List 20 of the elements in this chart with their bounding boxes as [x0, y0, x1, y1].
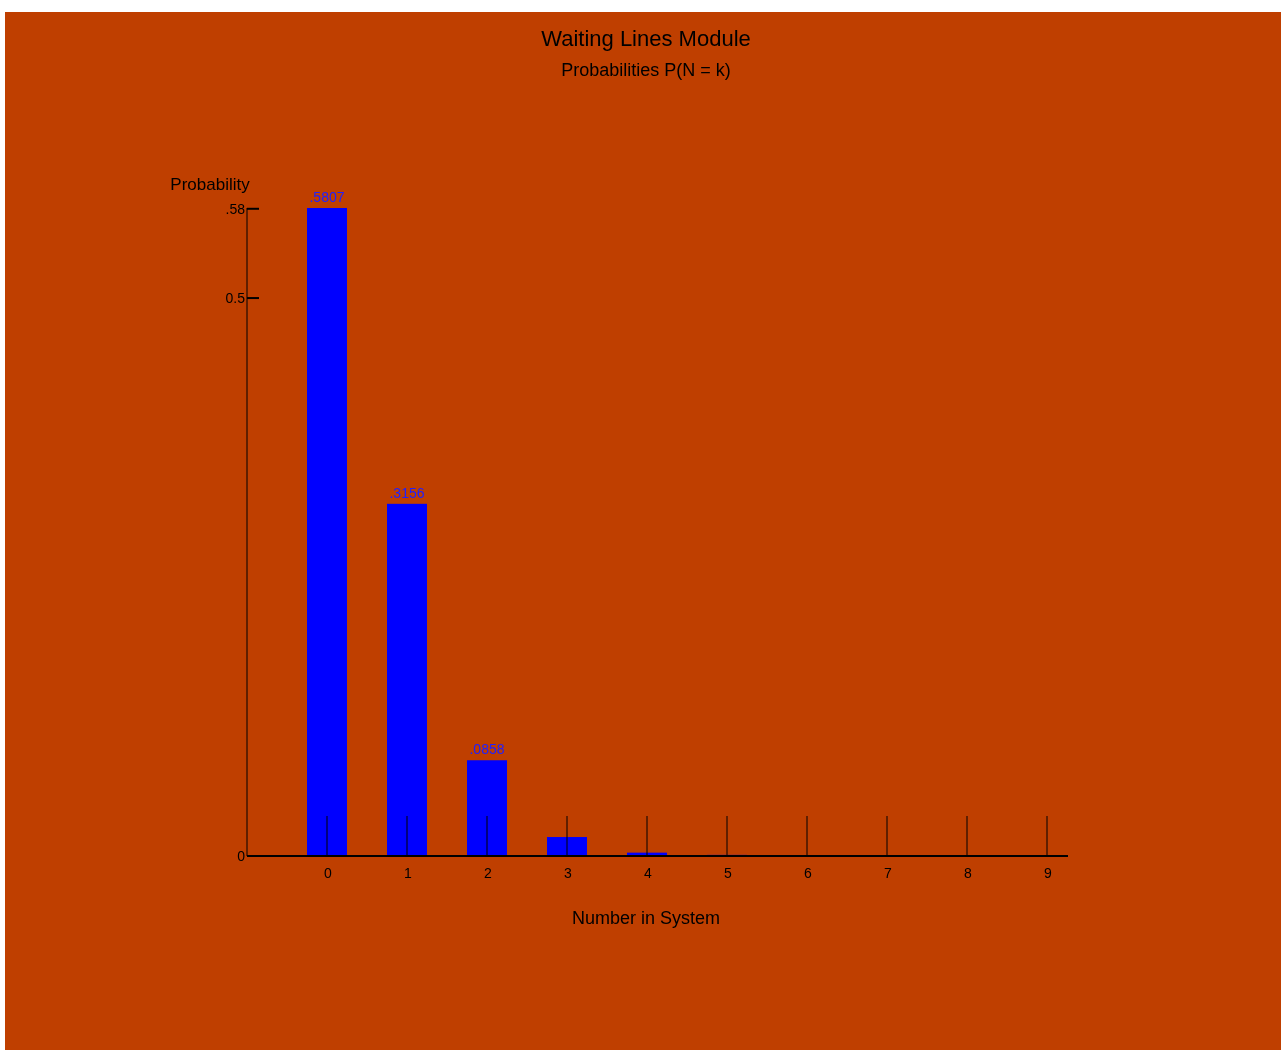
x-tick-label: 4: [644, 865, 653, 881]
y-tick-label: 0.5: [225, 289, 246, 306]
x-tick-label: 7: [884, 865, 893, 881]
x-tick-label: 0: [324, 865, 333, 881]
x-tick-label: 2: [484, 865, 493, 881]
x-tick-label: 6: [804, 865, 813, 881]
x-tick-label: 5: [724, 865, 733, 881]
x-tick-label: 8: [964, 865, 973, 881]
chart-title: Waiting Lines Module: [541, 26, 751, 51]
x-tick-label: 3: [564, 865, 573, 881]
x-axis-title: Number in System: [571, 908, 721, 928]
x-tick-label: 9: [1044, 865, 1053, 881]
x-tick-label: 1: [404, 865, 413, 881]
y-axis-title: Probability: [170, 175, 251, 194]
y-tick-label: 0: [237, 847, 246, 864]
data-label: .3156: [389, 484, 425, 501]
data-label: .5807: [309, 189, 345, 205]
y-tick-label: .58: [225, 200, 246, 217]
chart-subtitle: Probabilities P(N = k): [561, 60, 731, 80]
data-label: .0858: [469, 741, 505, 758]
